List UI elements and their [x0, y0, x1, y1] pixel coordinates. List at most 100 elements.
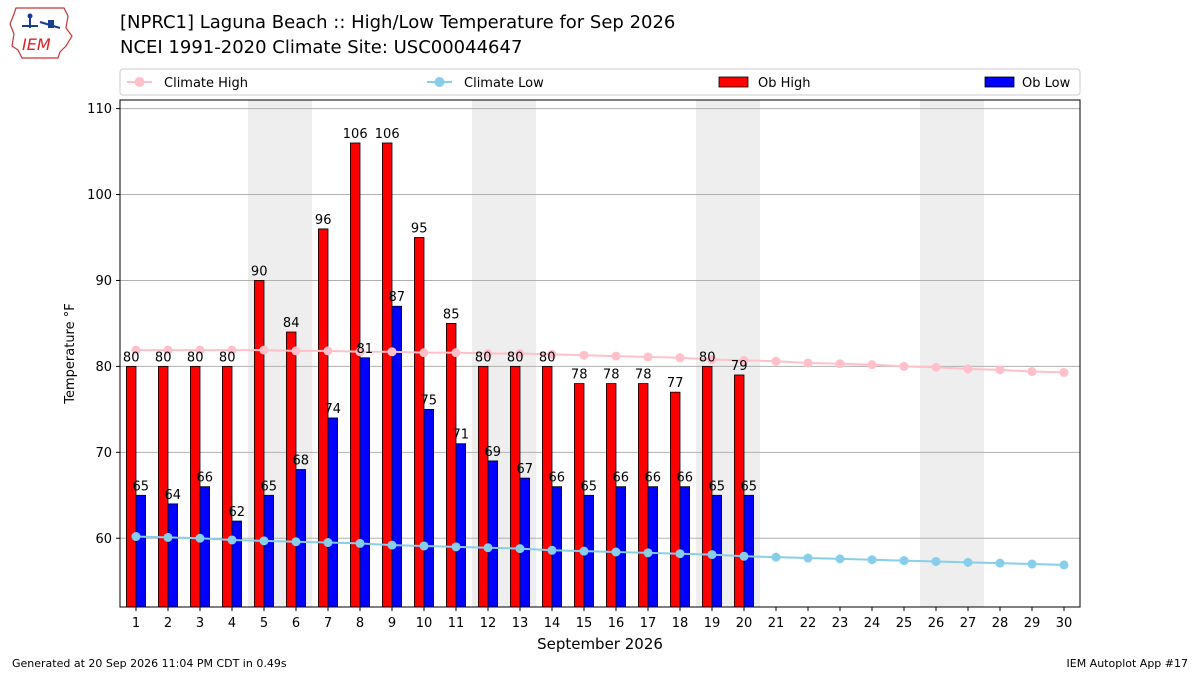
app-id-label: IEM Autoplot App #17 — [1066, 657, 1189, 670]
climate-low-point-day-18 — [675, 549, 685, 559]
legend-label-climate-low: Climate Low — [464, 76, 544, 91]
climate-high-point-day-30 — [1059, 367, 1069, 377]
ob-high-label-day-12: 80 — [475, 350, 492, 365]
ob-low-label-day-11: 71 — [453, 428, 470, 443]
ob-low-label-day-18: 66 — [677, 471, 694, 486]
climate-low-point-day-14 — [547, 545, 557, 555]
climate-high-point-day-5 — [259, 345, 269, 355]
climate-high-point-day-12 — [483, 349, 493, 358]
ob-high-label-day-5: 90 — [251, 264, 268, 279]
climate-low-point-day-15 — [579, 546, 589, 556]
climate-high-point-day-14 — [547, 349, 557, 359]
ob-high-label-day-7: 96 — [315, 213, 332, 228]
x-tick-label-25: 25 — [896, 616, 913, 631]
x-tick-label-28: 28 — [992, 616, 1009, 631]
legend-label-ob-high: Ob High — [758, 76, 811, 91]
x-tick-label-17: 17 — [640, 616, 657, 631]
ob-high-label-day-4: 80 — [219, 350, 236, 365]
climate-high-point-day-1 — [131, 345, 141, 355]
ob-low-label-day-16: 66 — [613, 471, 630, 486]
x-tick-label-7: 7 — [324, 616, 332, 631]
x-tick-label-11: 11 — [448, 616, 465, 631]
ob-high-label-day-3: 80 — [187, 350, 204, 365]
y-tick-label-100: 100 — [87, 188, 112, 203]
ob-low-label-day-2: 64 — [165, 488, 182, 503]
iem-logo: IEM — [9, 7, 73, 59]
ob-low-bar-day-3 — [199, 486, 211, 608]
climate-low-point-day-3 — [195, 533, 205, 543]
climate-high-point-day-23 — [835, 359, 845, 369]
x-tick-label-12: 12 — [480, 616, 497, 631]
climate-low-point-day-12 — [483, 543, 493, 553]
ob-low-label-day-14: 66 — [549, 471, 566, 486]
climate-low-point-day-19 — [707, 550, 717, 560]
climate-high-point-day-25 — [899, 361, 909, 371]
legend: Climate High Climate Low Ob High Ob Low — [119, 68, 1081, 96]
ob-high-label-day-17: 78 — [635, 368, 652, 383]
ob-high-bar-day-15 — [574, 383, 585, 608]
x-tick-label-26: 26 — [928, 616, 945, 631]
ob-high-label-day-19: 80 — [699, 350, 716, 365]
climate-low-point-day-6 — [291, 537, 301, 547]
ob-high-label-day-9: 106 — [375, 127, 400, 142]
climate-low-point-day-17 — [643, 548, 653, 558]
climate-high-point-day-10 — [419, 348, 429, 358]
ob-high-bar-day-10 — [413, 237, 425, 608]
climate-high-point-day-3 — [195, 345, 205, 355]
y-tick-label-80: 80 — [95, 360, 112, 375]
ob-low-bar-day-8 — [359, 357, 371, 608]
x-tick-label-4: 4 — [228, 616, 236, 631]
climate-low-point-day-7 — [323, 538, 333, 548]
ob-low-label-day-9: 87 — [389, 290, 406, 305]
x-tick-label-18: 18 — [672, 616, 689, 631]
ob-high-bar-day-13 — [509, 365, 521, 608]
x-tick-label-30: 30 — [1056, 616, 1073, 631]
climate-low-point-day-29 — [1027, 559, 1037, 569]
ob-low-label-day-5: 65 — [261, 479, 278, 494]
ob-high-label-day-11: 85 — [443, 307, 460, 322]
ob-high-bar-day-9 — [381, 142, 393, 608]
climate-high-point-day-22 — [803, 358, 813, 368]
climate-low-point-day-24 — [867, 555, 877, 565]
weekend-shade-4 — [920, 100, 984, 607]
legend-label-climate-high: Climate High — [164, 76, 248, 91]
climate-high-point-day-18 — [675, 353, 685, 363]
ob-low-bar-day-10 — [423, 408, 435, 608]
y-tick-label-90: 90 — [95, 274, 112, 289]
climate-low-point-day-10 — [419, 541, 429, 551]
ob-high-bar-day-4 — [221, 365, 233, 608]
ob-low-label-day-3: 66 — [197, 471, 214, 486]
x-tick-label-20: 20 — [736, 616, 753, 631]
y-axis-label: Temperature °F — [63, 303, 78, 404]
x-tick-label-27: 27 — [960, 616, 977, 631]
climate-low-line — [135, 535, 1065, 566]
ob-high-bar-day-18 — [670, 391, 681, 608]
ob-high-label-day-6: 84 — [283, 316, 300, 331]
x-tick-label-8: 8 — [356, 616, 364, 631]
climate-high-point-day-17 — [643, 352, 653, 362]
x-tick-label-16: 16 — [608, 616, 625, 631]
ob-low-label-day-8: 81 — [357, 342, 374, 357]
ob-low-label-day-13: 67 — [517, 462, 534, 477]
climate-high-point-day-15 — [579, 350, 589, 360]
ob-high-label-day-14: 80 — [539, 350, 556, 365]
plot-frame — [119, 99, 1081, 608]
ob-low-label-day-6: 68 — [293, 454, 310, 469]
ob-high-bar-day-2 — [157, 365, 169, 608]
climate-high-point-day-9 — [387, 347, 397, 357]
climate-low-point-day-4 — [227, 535, 237, 545]
ob-high-bar-day-12 — [477, 365, 489, 608]
climate-low-point-day-20 — [739, 551, 749, 561]
climate-high-point-day-6 — [291, 346, 301, 356]
legend-item-ob-high: Ob High — [718, 76, 811, 91]
climate-low-point-day-8 — [355, 538, 365, 548]
ob-low-bar-day-18 — [679, 486, 691, 608]
climate-low-point-day-16 — [611, 547, 621, 557]
ob-high-bar-day-14 — [542, 365, 553, 608]
x-tick-label-5: 5 — [260, 616, 268, 631]
legend-item-climate-low: Climate Low — [427, 76, 544, 91]
climate-low-point-day-26 — [931, 556, 941, 566]
x-tick-label-14: 14 — [544, 616, 561, 631]
ob-high-bar-day-17 — [638, 383, 649, 608]
ob-low-bar-day-4 — [231, 520, 243, 608]
